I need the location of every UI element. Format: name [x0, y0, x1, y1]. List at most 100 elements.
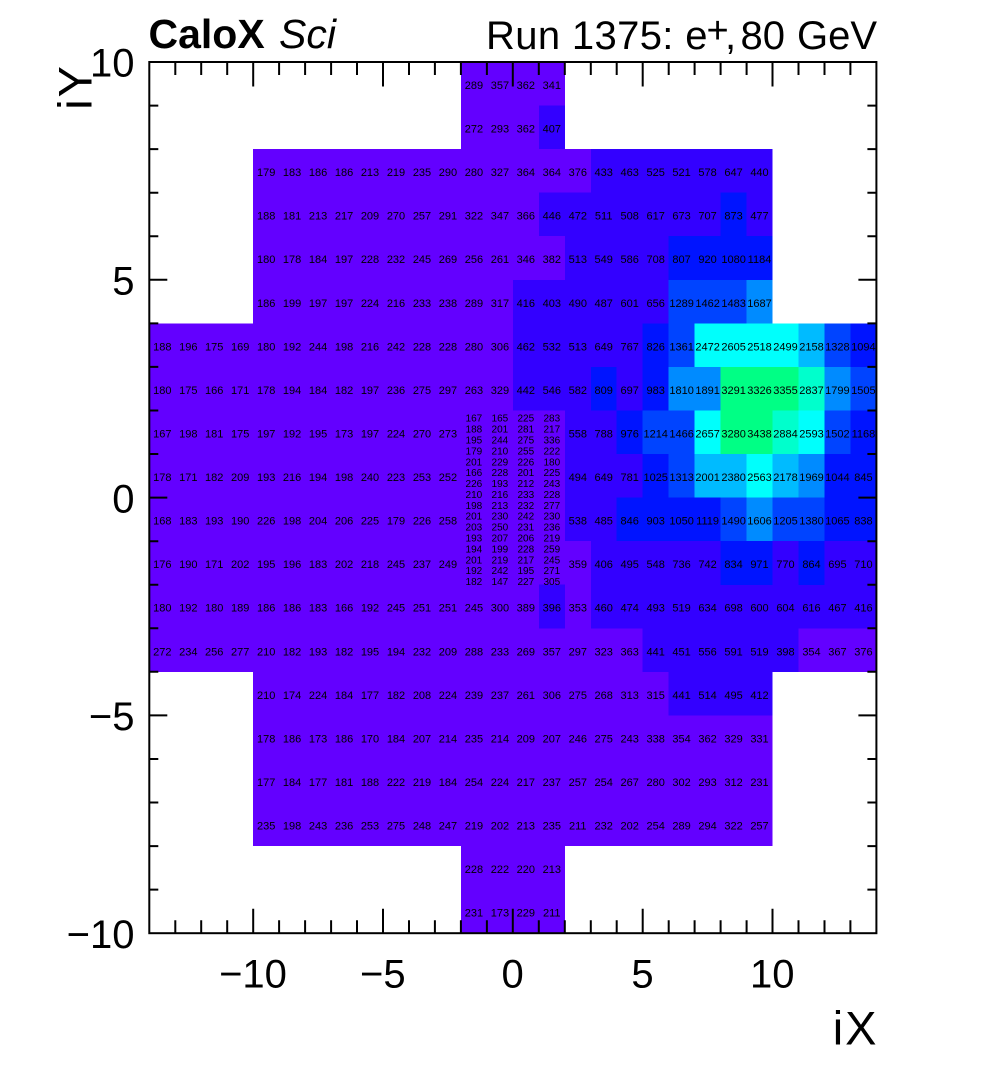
svg-text:201: 201: [492, 425, 509, 436]
svg-text:549: 549: [595, 254, 613, 266]
svg-text:275: 275: [517, 436, 534, 447]
svg-text:362: 362: [698, 733, 716, 745]
svg-text:532: 532: [543, 341, 561, 353]
svg-text:220: 220: [517, 864, 535, 876]
svg-text:232: 232: [387, 254, 405, 266]
svg-text:742: 742: [698, 559, 716, 571]
svg-text:186: 186: [283, 733, 301, 745]
svg-text:2499: 2499: [773, 341, 797, 353]
svg-text:177: 177: [361, 690, 379, 702]
svg-text:242: 242: [517, 512, 534, 523]
svg-text:256: 256: [205, 646, 223, 658]
svg-text:245: 245: [465, 603, 483, 615]
svg-text:10: 10: [90, 42, 135, 86]
svg-text:250: 250: [492, 523, 509, 534]
svg-text:280: 280: [647, 777, 665, 789]
svg-text:iY: iY: [49, 64, 102, 110]
svg-text:2001: 2001: [695, 472, 719, 484]
svg-text:195: 195: [466, 436, 483, 447]
svg-text:807: 807: [672, 254, 690, 266]
svg-text:202: 202: [335, 559, 353, 571]
svg-text:353: 353: [569, 603, 587, 615]
svg-text:216: 216: [492, 490, 509, 501]
svg-text:173: 173: [491, 908, 509, 920]
svg-text:198: 198: [466, 501, 483, 512]
svg-text:2472: 2472: [695, 341, 719, 353]
svg-text:736: 736: [672, 559, 690, 571]
svg-text:225: 225: [543, 468, 560, 479]
svg-text:183: 183: [179, 516, 197, 528]
svg-text:243: 243: [309, 821, 327, 833]
svg-text:441: 441: [647, 646, 665, 658]
svg-text:224: 224: [361, 298, 379, 310]
svg-text:175: 175: [205, 341, 223, 353]
svg-text:707: 707: [698, 211, 716, 223]
svg-text:2158: 2158: [799, 341, 823, 353]
svg-text:197: 197: [335, 254, 353, 266]
svg-text:294: 294: [698, 821, 716, 833]
svg-text:216: 216: [387, 298, 405, 310]
svg-text:673: 673: [672, 211, 690, 223]
svg-text:211: 211: [569, 821, 587, 833]
svg-text:182: 182: [466, 577, 483, 588]
svg-text:217: 217: [517, 555, 534, 566]
svg-text:354: 354: [672, 733, 690, 745]
svg-text:277: 277: [543, 501, 560, 512]
svg-text:192: 192: [283, 341, 301, 353]
svg-text:171: 171: [179, 472, 197, 484]
svg-text:634: 634: [698, 603, 716, 615]
svg-text:248: 248: [413, 821, 431, 833]
svg-text:195: 195: [257, 559, 275, 571]
svg-text:254: 254: [465, 777, 483, 789]
svg-text:208: 208: [413, 690, 431, 702]
svg-text:920: 920: [698, 254, 716, 266]
svg-text:227: 227: [517, 577, 534, 588]
svg-text:582: 582: [569, 385, 587, 397]
svg-text:649: 649: [595, 341, 613, 353]
svg-text:306: 306: [491, 341, 509, 353]
svg-text:186: 186: [335, 167, 353, 179]
svg-text:1313: 1313: [669, 472, 693, 484]
svg-text:1168: 1168: [852, 429, 876, 441]
svg-text:213: 213: [543, 864, 561, 876]
svg-text:217: 217: [335, 211, 353, 223]
svg-text:656: 656: [647, 298, 665, 310]
svg-text:261: 261: [491, 254, 509, 266]
svg-text:222: 222: [491, 864, 509, 876]
svg-text:193: 193: [309, 646, 327, 658]
svg-text:219: 219: [413, 777, 431, 789]
svg-text:280: 280: [465, 167, 483, 179]
svg-text:971: 971: [750, 559, 768, 571]
svg-text:230: 230: [543, 512, 560, 523]
svg-text:389: 389: [517, 603, 535, 615]
svg-text:188: 188: [361, 777, 379, 789]
svg-text:281: 281: [517, 425, 534, 436]
svg-text:213: 213: [361, 167, 379, 179]
svg-text:463: 463: [621, 167, 639, 179]
svg-text:181: 181: [283, 211, 301, 223]
svg-text:302: 302: [672, 777, 690, 789]
svg-text:252: 252: [439, 472, 457, 484]
svg-text:2380: 2380: [721, 472, 745, 484]
svg-text:173: 173: [309, 733, 327, 745]
svg-text:232: 232: [517, 501, 534, 512]
svg-text:,: ,: [725, 14, 736, 58]
svg-text:228: 228: [492, 468, 509, 479]
svg-text:845: 845: [854, 472, 872, 484]
svg-text:708: 708: [647, 254, 665, 266]
svg-text:2837: 2837: [799, 385, 823, 397]
svg-text:367: 367: [828, 646, 846, 658]
svg-text:1606: 1606: [747, 516, 771, 528]
svg-text:226: 226: [466, 479, 483, 490]
svg-text:256: 256: [465, 254, 483, 266]
svg-text:525: 525: [647, 167, 665, 179]
svg-text:1094: 1094: [851, 341, 875, 353]
svg-text:232: 232: [595, 821, 613, 833]
svg-text:363: 363: [621, 646, 639, 658]
svg-text:236: 236: [387, 385, 405, 397]
svg-text:226: 226: [517, 457, 534, 468]
svg-text:245: 245: [387, 559, 405, 571]
svg-text:864: 864: [802, 559, 820, 571]
svg-text:244: 244: [492, 436, 509, 447]
svg-text:412: 412: [750, 690, 768, 702]
